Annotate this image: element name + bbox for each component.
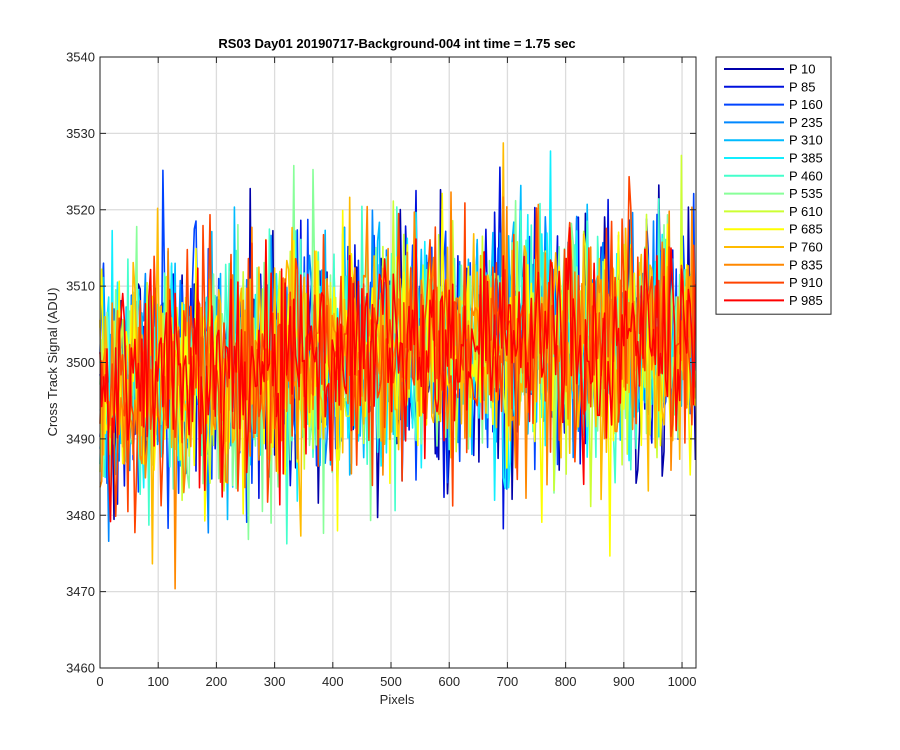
legend: P 10 P 85 P 160 P 235 P 310 P 385 P 460 P 535 P … bbox=[715, 56, 832, 315]
legend-label: P 235 bbox=[789, 115, 823, 130]
legend-label: P 310 bbox=[789, 133, 823, 148]
legend-label: P 760 bbox=[789, 240, 823, 255]
ticks: 0 100 200 300 400 500 600 700 800 900 1000 3460 3470… bbox=[66, 50, 696, 690]
legend-label: P 685 bbox=[789, 222, 823, 237]
y-tick-label: 3490 bbox=[66, 431, 95, 446]
legend-label: P 10 bbox=[789, 62, 816, 77]
x-tick-label: 200 bbox=[206, 674, 228, 689]
x-tick-label: 600 bbox=[438, 674, 460, 689]
y-tick-label: 3460 bbox=[66, 661, 95, 676]
legend-box bbox=[715, 56, 832, 315]
legend-label: P 835 bbox=[789, 257, 823, 272]
chart-title: RS03 Day01 20190717-Background-004 int t… bbox=[218, 36, 575, 51]
x-tick-label: 0 bbox=[96, 674, 103, 689]
x-axis-label: Pixels bbox=[380, 692, 415, 707]
x-tick-label: 700 bbox=[497, 674, 519, 689]
y-tick-label: 3500 bbox=[66, 355, 95, 370]
y-axis-label: Cross Track Signal (ADU) bbox=[45, 288, 60, 437]
legend-label: P 535 bbox=[789, 186, 823, 201]
legend-label: P 910 bbox=[789, 275, 823, 290]
legend-label: P 85 bbox=[789, 79, 816, 94]
legend-label: P 985 bbox=[789, 293, 823, 308]
y-tick-label: 3470 bbox=[66, 584, 95, 599]
y-tick-label: 3520 bbox=[66, 202, 95, 217]
x-tick-label: 500 bbox=[380, 674, 402, 689]
y-tick-label: 3510 bbox=[66, 279, 95, 294]
x-tick-label: 300 bbox=[264, 674, 286, 689]
y-tick-label: 3540 bbox=[66, 50, 95, 65]
x-tick-label: 900 bbox=[613, 674, 635, 689]
legend-label: P 385 bbox=[789, 151, 823, 166]
x-tick-label: 800 bbox=[555, 674, 577, 689]
x-tick-label: 1000 bbox=[668, 674, 697, 689]
x-tick-label: 400 bbox=[322, 674, 344, 689]
y-tick-label: 3530 bbox=[66, 126, 95, 141]
legend-label: P 160 bbox=[789, 97, 823, 112]
x-tick-label: 100 bbox=[147, 674, 169, 689]
legend-label: P 610 bbox=[789, 204, 823, 219]
legend-label: P 460 bbox=[789, 168, 823, 183]
plot-area: 0 100 200 300 400 500 600 700 800 900 1000 3460 3470… bbox=[66, 50, 697, 690]
series-line-p-985 bbox=[99, 227, 697, 523]
y-tick-label: 3480 bbox=[66, 508, 95, 523]
series-lines bbox=[99, 142, 697, 590]
